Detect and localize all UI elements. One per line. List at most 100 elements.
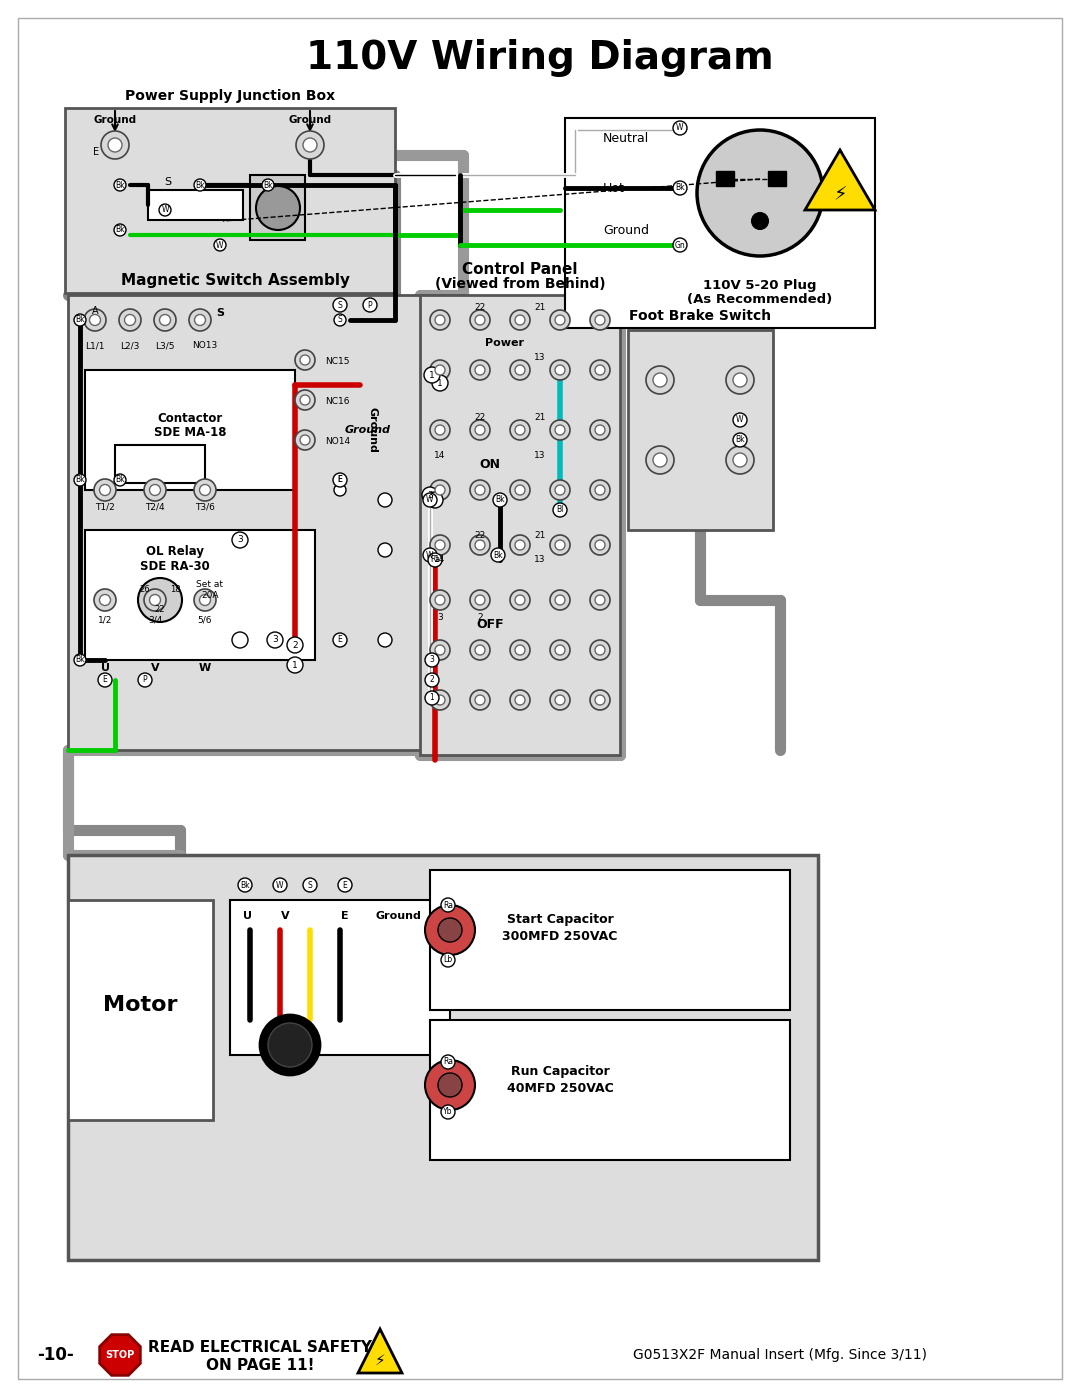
- Circle shape: [555, 485, 565, 495]
- Text: 5/6: 5/6: [198, 616, 213, 624]
- Circle shape: [733, 453, 747, 467]
- Circle shape: [550, 535, 570, 555]
- Text: V: V: [151, 664, 160, 673]
- Text: NO14: NO14: [325, 437, 350, 447]
- Circle shape: [149, 595, 161, 605]
- Circle shape: [98, 673, 112, 687]
- Circle shape: [214, 239, 226, 251]
- Circle shape: [550, 420, 570, 440]
- Text: Ground: Ground: [367, 407, 377, 453]
- Bar: [430, 1020, 789, 1160]
- Text: T3/6: T3/6: [195, 503, 215, 511]
- Text: L3/5: L3/5: [156, 341, 175, 351]
- Circle shape: [653, 373, 667, 387]
- Circle shape: [378, 633, 392, 647]
- Circle shape: [510, 481, 530, 500]
- Text: Ra: Ra: [443, 1058, 453, 1066]
- Circle shape: [510, 535, 530, 555]
- Circle shape: [194, 479, 216, 502]
- Circle shape: [378, 543, 392, 557]
- Text: Yb: Yb: [443, 1108, 453, 1116]
- Circle shape: [426, 673, 438, 687]
- Circle shape: [333, 474, 347, 488]
- Text: Bk: Bk: [76, 655, 85, 665]
- Text: W: W: [737, 415, 744, 425]
- Bar: [68, 855, 818, 1260]
- Circle shape: [590, 420, 610, 440]
- Circle shape: [595, 314, 605, 326]
- Circle shape: [441, 1055, 455, 1069]
- Text: OFF: OFF: [476, 619, 503, 631]
- Circle shape: [333, 298, 347, 312]
- Text: SDE MA-18: SDE MA-18: [153, 426, 226, 439]
- Circle shape: [424, 367, 440, 383]
- Circle shape: [510, 590, 530, 610]
- Circle shape: [441, 1105, 455, 1119]
- Text: ON PAGE 11!: ON PAGE 11!: [206, 1358, 314, 1372]
- Text: Ground: Ground: [375, 911, 421, 921]
- Circle shape: [124, 314, 135, 326]
- Text: E: E: [338, 475, 342, 485]
- Text: S: S: [338, 316, 342, 324]
- Circle shape: [430, 590, 450, 610]
- Circle shape: [555, 645, 565, 655]
- Bar: [148, 190, 243, 219]
- Circle shape: [435, 425, 445, 434]
- Circle shape: [491, 548, 505, 562]
- Text: L1/1: L1/1: [85, 341, 105, 351]
- Text: E: E: [338, 636, 342, 644]
- Circle shape: [515, 595, 525, 605]
- Circle shape: [590, 640, 610, 659]
- Text: Gn: Gn: [675, 240, 686, 250]
- Circle shape: [426, 652, 438, 666]
- Circle shape: [733, 373, 747, 387]
- Circle shape: [295, 351, 315, 370]
- Circle shape: [590, 481, 610, 500]
- Circle shape: [475, 425, 485, 434]
- Circle shape: [75, 474, 86, 486]
- Circle shape: [555, 425, 565, 434]
- Text: Foot Brake Switch: Foot Brake Switch: [630, 309, 771, 323]
- Circle shape: [733, 433, 747, 447]
- Circle shape: [595, 365, 605, 374]
- Circle shape: [438, 918, 462, 942]
- Circle shape: [90, 314, 100, 326]
- Circle shape: [515, 541, 525, 550]
- Text: S: S: [216, 307, 224, 319]
- Circle shape: [470, 590, 490, 610]
- Circle shape: [194, 314, 205, 326]
- Text: 110V 5-20 Plug: 110V 5-20 Plug: [703, 278, 816, 292]
- Circle shape: [550, 310, 570, 330]
- Circle shape: [334, 314, 346, 326]
- Text: Bk: Bk: [675, 183, 685, 193]
- Text: S: S: [164, 177, 172, 187]
- Text: 21: 21: [535, 531, 545, 539]
- Text: 22: 22: [474, 412, 486, 422]
- Text: Power: Power: [486, 338, 525, 348]
- Circle shape: [475, 485, 485, 495]
- Circle shape: [430, 481, 450, 500]
- Text: 13: 13: [535, 450, 545, 460]
- Circle shape: [553, 503, 567, 517]
- Circle shape: [232, 532, 248, 548]
- Bar: [68, 295, 463, 750]
- Text: Motor: Motor: [103, 995, 177, 1016]
- Circle shape: [94, 479, 116, 502]
- Circle shape: [114, 179, 126, 191]
- Circle shape: [435, 365, 445, 374]
- Circle shape: [94, 590, 116, 610]
- Circle shape: [144, 479, 166, 502]
- Circle shape: [295, 390, 315, 409]
- Bar: [65, 108, 395, 293]
- Text: 13: 13: [535, 352, 545, 362]
- Circle shape: [200, 485, 211, 496]
- Circle shape: [423, 548, 437, 562]
- Text: Bk: Bk: [496, 496, 504, 504]
- Circle shape: [550, 640, 570, 659]
- Circle shape: [555, 595, 565, 605]
- Text: W: W: [216, 240, 224, 250]
- Text: Bk: Bk: [116, 475, 125, 485]
- Circle shape: [430, 310, 450, 330]
- Text: Run Capacitor: Run Capacitor: [511, 1066, 609, 1078]
- Circle shape: [435, 541, 445, 550]
